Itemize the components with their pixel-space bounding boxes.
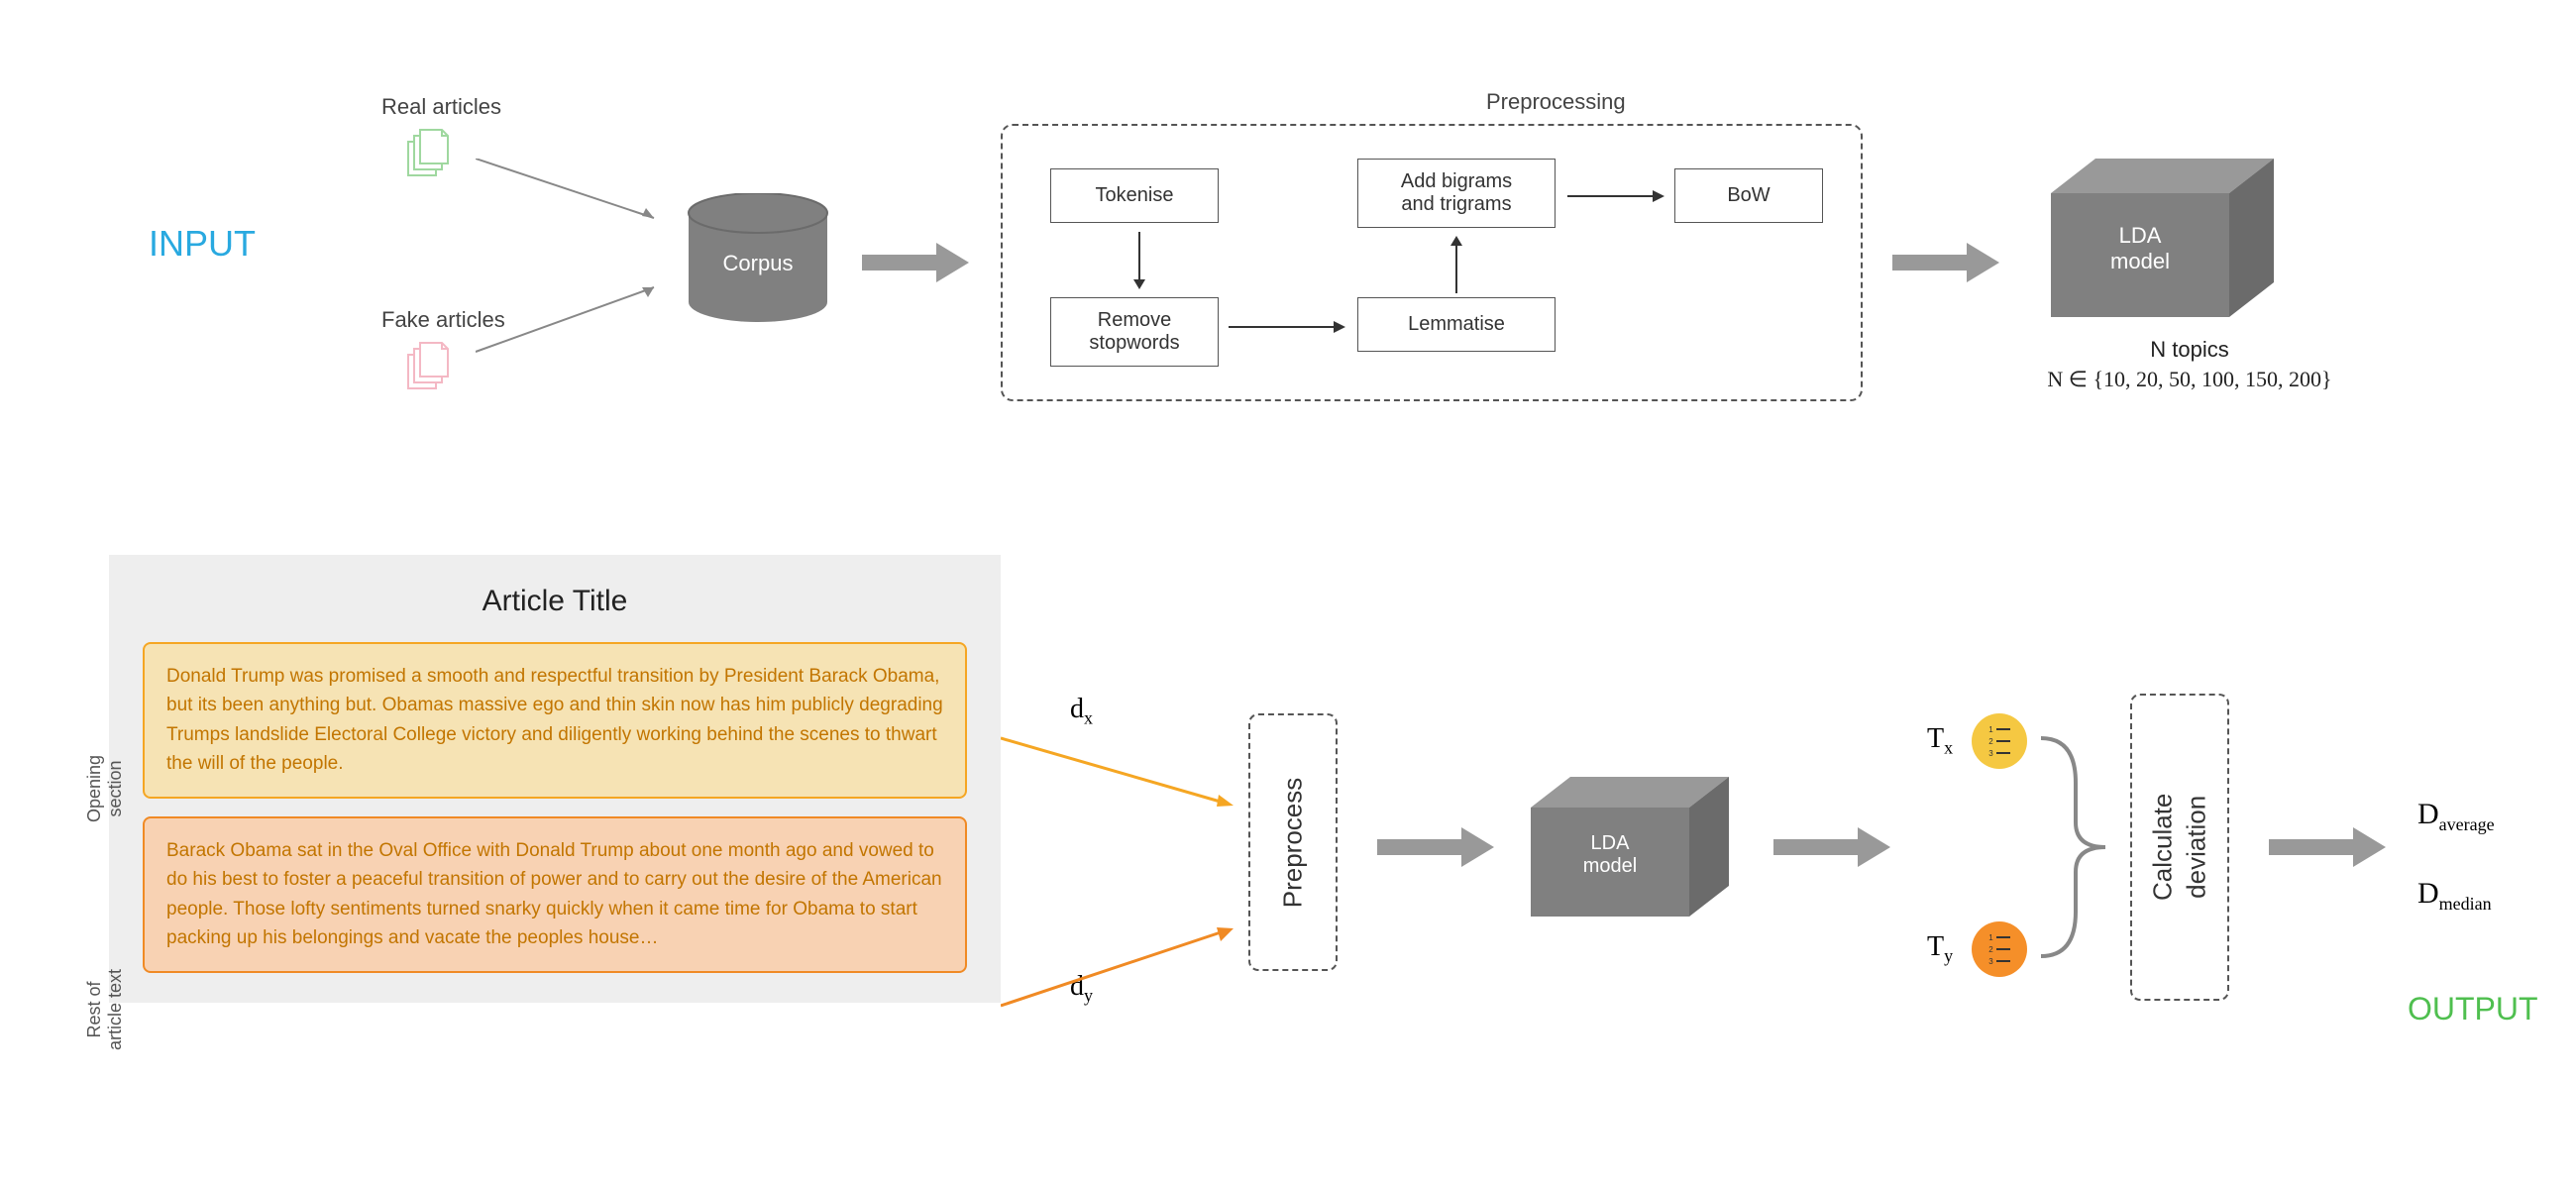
lemmatise-box: Lemmatise <box>1357 297 1556 352</box>
d-average-label: Daverage <box>2417 798 2495 835</box>
arrow-preprocess-lda <box>1892 243 2001 282</box>
tokenise-box: Tokenise <box>1050 168 1219 223</box>
n-topics-label: N topics <box>2071 337 2308 363</box>
n-topics-set: N ∈ {10, 20, 50, 100, 150, 200} <box>2011 367 2368 392</box>
rest-side-label: Rest of article text <box>84 969 126 1050</box>
d-median-label: Dmedian <box>2417 877 2492 915</box>
rest-section-box: Barack Obama sat in the Oval Office with… <box>143 816 967 973</box>
add-ngrams-box: Add bigrams and trigrams <box>1357 159 1556 228</box>
preprocess-vert-box: Preprocess <box>1248 713 1338 971</box>
arrow-up-icon <box>1447 234 1466 298</box>
opening-side-label: Opening section <box>84 755 126 822</box>
fake-articles-icon <box>396 337 456 396</box>
preprocessing-label: Preprocessing <box>1486 89 1626 115</box>
dx-label: dx <box>1070 694 1093 729</box>
arrow-real-to-corpus <box>476 159 674 233</box>
real-articles-label: Real articles <box>381 94 501 120</box>
arrow-dx <box>1001 733 1238 817</box>
remove-stopwords-box: Remove stopwords <box>1050 297 1219 367</box>
arrow-lda-to-topics <box>1773 827 1892 867</box>
arrow-down-icon <box>1129 232 1149 296</box>
arrow-right-icon <box>1567 186 1666 211</box>
arrow-fake-to-corpus <box>476 277 674 362</box>
calc-deviation-box: Calculate deviation <box>2130 694 2229 1001</box>
lda-cube-bottom: LDA model <box>1531 773 1739 921</box>
bow-box: BoW <box>1674 168 1823 223</box>
arrow-corpus-preprocess <box>862 243 971 282</box>
arrow-dy <box>1001 921 1238 1016</box>
corpus-cylinder: Corpus <box>684 193 832 322</box>
output-label: OUTPUT <box>2408 991 2538 1027</box>
arrow-right-icon <box>1229 317 1347 342</box>
ty-label: Ty <box>1927 931 1953 967</box>
lda-cube-top: LDA model <box>2051 154 2279 322</box>
arrow-to-output <box>2269 827 2388 867</box>
article-title: Article Title <box>143 585 967 618</box>
tx-circle-icon: 123 <box>1972 713 2027 769</box>
opening-section-box: Donald Trump was promised a smooth and r… <box>143 642 967 799</box>
ty-circle-icon: 123 <box>1972 921 2027 977</box>
input-label: INPUT <box>149 223 256 265</box>
tx-label: Tx <box>1927 723 1953 759</box>
arrow-to-lda-bottom <box>1377 827 1496 867</box>
article-card: Article Title Donald Trump was promised … <box>109 555 1001 1003</box>
brace-icon <box>2036 713 2115 986</box>
real-articles-icon <box>396 124 456 183</box>
